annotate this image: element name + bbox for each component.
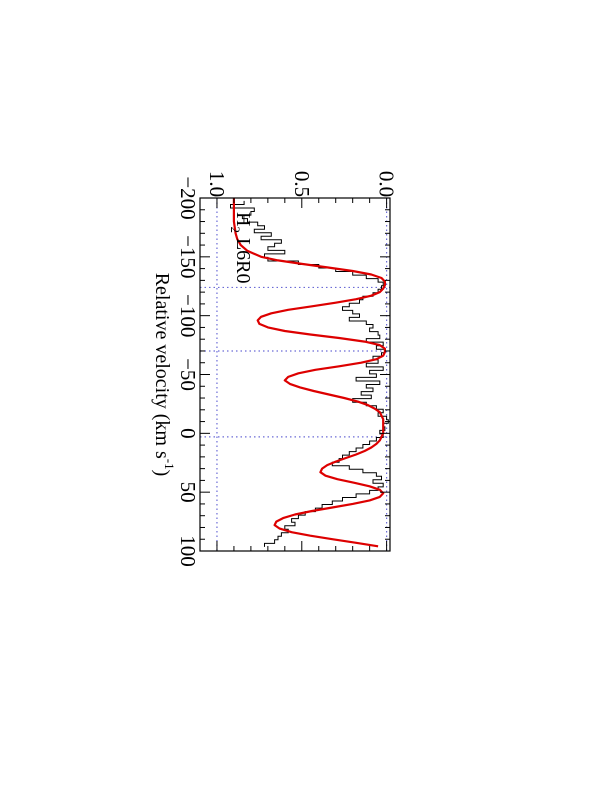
x-tick-label: 100 [176,535,200,567]
x-axis-label: Relative velocity (km s-1) [151,273,177,477]
x-tick-label: 50 [176,482,200,503]
plot-area: −200 −150 −100 −50 0 50 100 0.0 0.5 1.0 Relative v… [151,171,399,567]
x-tick-label: −150 [176,235,200,278]
y-tick-label: 1.0 [205,171,229,197]
x-tick-label: 0 [176,428,200,439]
y-tick-label: 0.5 [290,171,314,197]
x-tick-label: −100 [176,294,200,337]
y-tick-label: 0.0 [375,171,399,197]
x-tick-label: −200 [176,176,200,219]
transition-annotation: H2 L6R0 [228,212,254,284]
model-curve [232,198,386,548]
x-tick-label: −50 [176,358,200,391]
